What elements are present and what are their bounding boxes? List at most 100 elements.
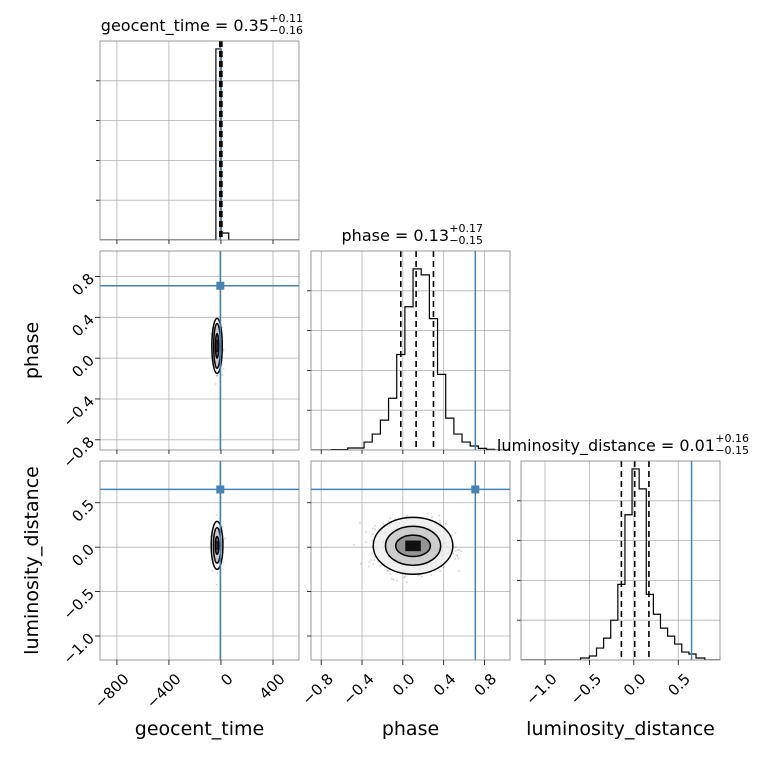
panel-frame <box>310 250 511 451</box>
sample-point <box>222 348 225 351</box>
sample-point <box>417 574 420 577</box>
sample-point <box>404 575 407 578</box>
sample-point <box>383 566 386 568</box>
sample-point <box>372 563 375 565</box>
scatter-panel-geocent_time-phase <box>100 251 299 450</box>
sample-point <box>365 531 367 533</box>
title-luminosity_distance: luminosity_distance = 0.01 <box>497 436 715 456</box>
sample-point <box>421 575 423 578</box>
hist-panel-phase <box>307 250 511 451</box>
sample-point <box>222 367 225 370</box>
sample-point <box>454 558 457 560</box>
contour-line <box>394 534 432 558</box>
sample-point <box>209 333 212 335</box>
sample-point <box>371 552 373 555</box>
sample-point <box>406 514 409 517</box>
title-minus-error: −0.15 <box>715 444 749 457</box>
contour-line <box>214 332 220 359</box>
histogram-phase <box>311 268 510 450</box>
sample-point <box>211 569 214 572</box>
x-tick-label: 0 <box>217 670 236 689</box>
x-tick-label: −0.4 <box>339 670 377 708</box>
sample-point <box>221 374 224 376</box>
x-tick-label: 0.5 <box>664 670 694 700</box>
sample-point <box>430 574 433 576</box>
x-tick-label: −0.5 <box>567 670 605 708</box>
histogram-luminosity_distance <box>521 468 720 660</box>
contour-line <box>210 520 224 571</box>
sample-point <box>442 566 445 569</box>
sample-point <box>216 572 219 575</box>
sample-point <box>460 550 462 553</box>
sample-point <box>221 326 223 329</box>
panel-frame <box>99 250 300 451</box>
sample-point <box>216 374 218 377</box>
sample-point <box>389 517 392 520</box>
sample-point <box>394 518 397 521</box>
x-tick-label: 0.8 <box>471 670 501 700</box>
sample-point <box>439 570 442 572</box>
sample-point <box>368 560 371 563</box>
sample-point <box>452 552 455 555</box>
panel-frame <box>99 460 300 661</box>
truth-marker <box>216 485 225 494</box>
sample-point <box>458 548 461 551</box>
scatter-panel-geocent_time-luminosity_distance <box>100 461 299 660</box>
title-geocent_time: geocent_time = 0.35 <box>101 16 269 36</box>
title-plus-error: +0.17 <box>449 222 483 235</box>
y-tick-label: −0.5 <box>60 585 98 623</box>
sample-point <box>216 374 219 377</box>
title-plus-error: +0.11 <box>269 12 303 25</box>
sample-point <box>373 559 376 561</box>
hist-panel-geocent_time <box>96 40 300 241</box>
y-tick-label: −0.4 <box>60 392 98 430</box>
y-tick-label: 0.8 <box>68 270 98 300</box>
sample-point <box>360 562 362 565</box>
sample-point <box>392 579 395 581</box>
x-tick-label: 0.0 <box>389 670 419 700</box>
title-phase: phase = 0.13 <box>342 226 449 245</box>
sample-point <box>419 573 421 576</box>
x-tick-label: −800 <box>91 670 133 712</box>
title-minus-error: −0.15 <box>449 234 483 247</box>
hist-panel-luminosity_distance <box>517 460 721 661</box>
y-tick-label: 0.0 <box>68 351 98 381</box>
sample-point <box>386 569 389 572</box>
contour-line <box>384 525 442 567</box>
sample-point <box>396 580 398 582</box>
sample-point <box>374 556 376 558</box>
title-minus-error: −0.16 <box>269 24 303 37</box>
title-plus-error: +0.16 <box>715 432 749 445</box>
sample-point <box>456 554 458 556</box>
panel-frame <box>520 460 721 661</box>
x-axis-label-luminosity_distance: luminosity_distance <box>526 718 715 740</box>
y-tick-label: 0.5 <box>68 496 98 526</box>
density-peak <box>405 540 421 552</box>
sample-point <box>386 570 388 573</box>
sample-point <box>456 555 459 557</box>
sample-point <box>403 576 405 579</box>
y-tick-label: 0.4 <box>68 311 98 341</box>
histogram-geocent_time <box>100 48 299 240</box>
corner-panels: −800 −400 0 400 −0.8 −0.4 0.0 0.4 0.8 −1.0 −0.5 0.0… <box>21 12 749 740</box>
x-tick-label: −400 <box>143 670 185 712</box>
panel-frame <box>99 40 300 241</box>
panel-frame <box>310 460 511 661</box>
sample-point <box>387 520 390 522</box>
sample-point <box>371 533 373 536</box>
x-tick-label: 400 <box>256 670 289 703</box>
sample-point <box>405 516 408 518</box>
x-tick-label: −0.8 <box>298 670 336 708</box>
sample-point <box>458 570 460 573</box>
y-axis-label-phase: phase <box>21 322 43 379</box>
sample-point <box>457 557 460 560</box>
x-tick-label: 0.0 <box>620 670 650 700</box>
density-peak <box>216 540 218 550</box>
y-tick-label: 0.0 <box>68 540 98 570</box>
sample-point <box>391 577 393 580</box>
contour-line <box>214 535 220 556</box>
y-tick-label: −0.8 <box>60 433 98 471</box>
sample-point <box>365 541 367 543</box>
sample-point <box>214 383 217 385</box>
